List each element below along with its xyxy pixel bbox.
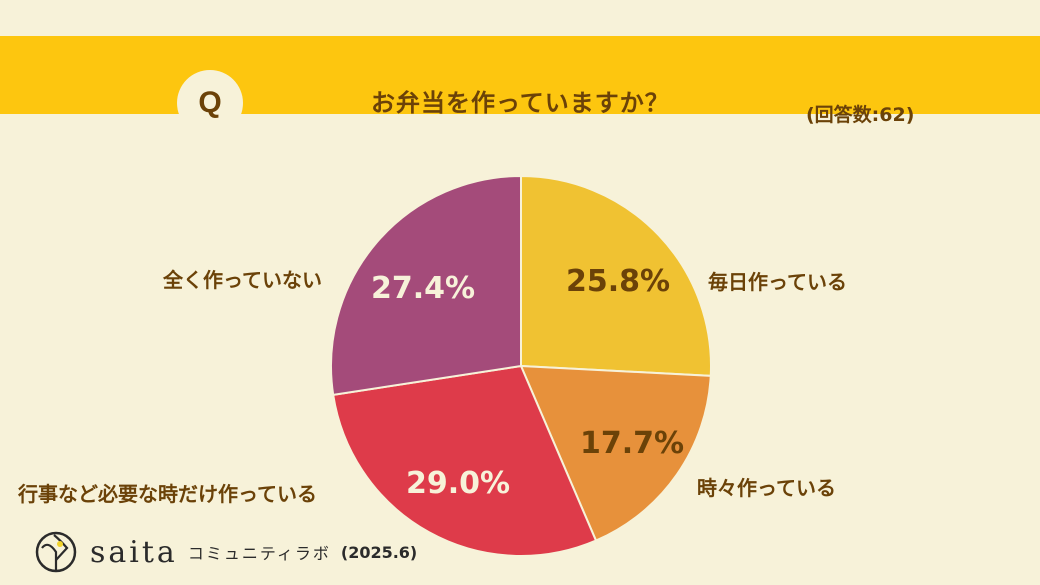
question-title: お弁当を作っていますか？ [371, 89, 670, 117]
pct-never: 27.4% [371, 271, 476, 306]
slice-events-only [332, 364, 598, 557]
slice-every-day [520, 174, 712, 377]
q-badge-text: Q [198, 86, 222, 119]
q-badge: Q [177, 70, 243, 136]
pct-every-day: 25.8% [566, 264, 671, 299]
label-every-day: 毎日作っている [708, 270, 847, 294]
slice-never [330, 174, 522, 397]
label-events-only: 行事など必要な時だけ作っている [18, 482, 317, 506]
label-sometimes: 時々作っている [697, 476, 836, 500]
brand-name: saita [90, 534, 178, 570]
respondent-count: (回答数:62) [806, 104, 915, 126]
pct-sometimes: 17.7% [580, 426, 685, 461]
slice-sometimes [519, 364, 712, 542]
question-banner: Q [0, 36, 1040, 136]
label-never: 全く作っていない [163, 268, 322, 292]
survey-date: (2025.6) [340, 542, 418, 562]
lab-name: コミュニティラボ [187, 544, 331, 563]
saita-logo-icon [35, 531, 77, 573]
pct-events-only: 29.0% [406, 466, 511, 501]
footer: saita コミュニティラボ (2025.6) [34, 530, 417, 574]
